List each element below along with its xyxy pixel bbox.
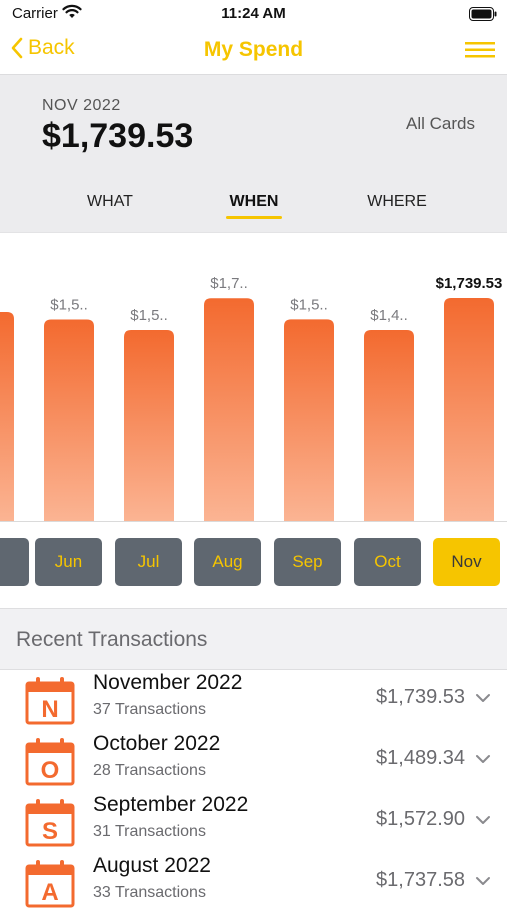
bar-jul[interactable]	[124, 329, 174, 521]
bar-value-label-nov: $1,739.53	[436, 275, 503, 292]
txn-amount: $1,572.90	[376, 808, 465, 830]
month-label: Sep	[292, 552, 323, 571]
bar-oct[interactable]	[364, 330, 414, 521]
page-title: My Spend	[203, 38, 304, 61]
chevron-left-icon	[11, 37, 23, 59]
txn-month-title: August 2022	[93, 854, 211, 877]
hamburger-menu-button[interactable]	[465, 40, 495, 65]
txn-amount: $1,737.58	[376, 869, 465, 891]
txn-month-title: October 2022	[93, 732, 221, 755]
month-label: Oct	[374, 552, 401, 571]
recent-transactions-header: Recent Transactions	[0, 608, 507, 670]
txn-count: 33 Transactions	[93, 884, 206, 901]
total-amount: $1,739.53	[42, 117, 194, 155]
bar-value-label-jun: $1,5..	[50, 296, 88, 313]
tab-label: WHERE	[367, 193, 427, 210]
chevron-down-icon	[476, 816, 490, 824]
bar-may[interactable]	[0, 312, 14, 521]
tab-label: WHAT	[87, 193, 133, 210]
txn-count: 37 Transactions	[93, 701, 206, 718]
section-title: Recent Transactions	[16, 628, 208, 651]
calendar-letter: N	[41, 696, 58, 723]
month-button-jul[interactable]: Jul	[115, 538, 182, 586]
tab-label: WHEN	[229, 193, 279, 210]
calendar-icon: A	[25, 860, 75, 908]
wifi-icon	[62, 4, 82, 25]
tab-what[interactable]: WHAT	[84, 193, 136, 211]
carrier-label: Carrier	[12, 5, 58, 22]
list-item[interactable]: S September 2022 31 Transactions $1,572.…	[0, 791, 507, 852]
txn-month-title: September 2022	[93, 793, 249, 816]
transaction-list: N November 2022 37 Transactions $1,739.5…	[0, 669, 507, 913]
list-item[interactable]: A August 2022 33 Transactions $1,737.58	[0, 852, 507, 913]
bar-nov[interactable]	[444, 297, 494, 521]
txn-amount: $1,489.34	[376, 747, 465, 769]
status-bar: Carrier 11:24 AM	[0, 0, 507, 28]
month-button-sep[interactable]: Sep	[274, 538, 341, 586]
period-label: NOV 2022	[42, 97, 121, 114]
month-button-nov[interactable]: Nov	[433, 538, 500, 586]
active-tab-indicator	[226, 216, 282, 219]
calendar-icon: N	[25, 677, 75, 725]
spend-bar-chart: $1,5.. $1,5.. $1,7.. $1,5.. $1,4.. $1,739.53	[0, 232, 507, 523]
month-label: Aug	[212, 552, 243, 571]
txn-month-title: November 2022	[93, 671, 243, 694]
bar-value-label-oct: $1,4..	[370, 307, 408, 324]
status-time: 11:24 AM	[221, 5, 286, 22]
tab-when[interactable]: WHEN	[226, 193, 282, 219]
month-label: Jul	[137, 552, 160, 571]
calendar-icon: S	[25, 799, 75, 847]
bar-aug[interactable]	[204, 298, 254, 521]
month-button-aug[interactable]: Aug	[194, 538, 261, 586]
month-button-oct[interactable]: Oct	[354, 538, 421, 586]
calendar-letter: S	[42, 818, 58, 845]
calendar-icon: O	[25, 738, 75, 786]
battery-icon	[469, 7, 497, 26]
bar-jun[interactable]	[44, 319, 94, 521]
month-label: Jun	[54, 552, 83, 571]
bar-sep[interactable]	[284, 319, 334, 521]
month-label: Nov	[451, 552, 482, 571]
card-filter[interactable]: All Cards	[406, 114, 475, 133]
chevron-down-icon	[476, 877, 490, 885]
view-tabs: WHAT WHEN WHERE	[0, 191, 507, 231]
txn-count: 31 Transactions	[93, 823, 206, 840]
back-label: Back	[28, 36, 75, 59]
list-item[interactable]: N November 2022 37 Transactions $1,739.5…	[0, 669, 507, 730]
txn-count: 28 Transactions	[93, 762, 206, 779]
bar-value-label-jul: $1,5..	[130, 307, 168, 324]
bar-value-label-sep: $1,5..	[290, 296, 328, 313]
hamburger-icon	[465, 42, 495, 58]
chart-baseline	[0, 521, 507, 522]
txn-amount: $1,739.53	[376, 686, 465, 708]
month-button-may[interactable]: y	[0, 538, 29, 586]
list-item[interactable]: O October 2022 28 Transactions $1,489.34	[0, 730, 507, 791]
tab-where[interactable]: WHERE	[366, 193, 428, 211]
spend-summary: NOV 2022 $1,739.53 All Cards WHAT WHEN W…	[0, 74, 507, 233]
navigation-bar: Back My Spend	[0, 28, 507, 74]
chevron-down-icon	[476, 755, 490, 763]
chevron-down-icon	[476, 694, 490, 702]
chart-canvas: $1,5.. $1,5.. $1,7.. $1,5.. $1,4.. $1,739.53	[0, 275, 503, 521]
back-button[interactable]: Back	[10, 36, 75, 60]
calendar-letter: A	[41, 879, 58, 906]
calendar-letter: O	[41, 757, 60, 784]
month-selector: y Jun Jul Aug Sep Oct Nov	[0, 523, 507, 603]
bar-value-label-aug: $1,7..	[210, 275, 248, 292]
month-button-jun[interactable]: Jun	[35, 538, 102, 586]
